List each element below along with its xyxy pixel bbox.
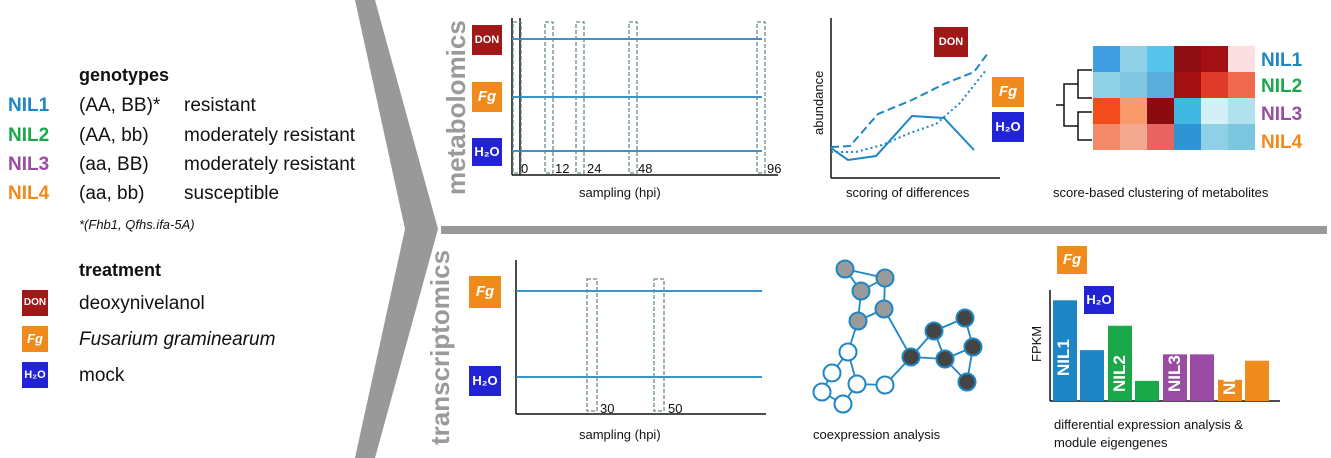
- bar-nil2-h2o: [1135, 380, 1159, 401]
- heatmap-cell: [1228, 124, 1255, 150]
- treatment-h2o-label: mock: [79, 365, 125, 386]
- heatmap: [1093, 46, 1255, 150]
- heatmap-row-nil3: NIL3: [1261, 104, 1303, 125]
- heatmap-cell: [1147, 72, 1174, 98]
- bar-label-nil2: NIL2: [1110, 355, 1129, 392]
- heatmap-cell: [1228, 72, 1255, 98]
- scoring-don-badge: DON: [934, 27, 968, 57]
- genotypes-title: genotypes: [79, 65, 170, 85]
- heatmap-row-nil4: NIL4: [1261, 132, 1303, 153]
- nil4-alleles: (aa, bb): [79, 183, 145, 204]
- heatmap-cell: [1120, 46, 1147, 72]
- metab-don-badge: DON: [472, 25, 502, 55]
- treatment-don-label: deoxynivelanol: [79, 293, 205, 314]
- don-badge: DON: [22, 290, 48, 316]
- heatmap-cell: [1120, 72, 1147, 98]
- heatmap-cell: [1147, 124, 1174, 150]
- trans-fg-badge: Fg: [469, 276, 501, 308]
- nil4-label: NIL4: [8, 183, 50, 204]
- bar-nil1-h2o: [1080, 350, 1104, 401]
- bar-ylabel: FPKM: [1029, 325, 1044, 362]
- heatmap-cell: [1228, 46, 1255, 72]
- heatmap-cell: [1201, 124, 1228, 150]
- scoring-h2o-badge: H₂O: [992, 112, 1024, 142]
- nil3-label: NIL3: [8, 154, 50, 175]
- h2o-badge: H₂O: [22, 362, 48, 388]
- bar-nil3-h2o: [1190, 354, 1214, 401]
- nil1-label: NIL1: [8, 95, 50, 116]
- bar-h2o-badge: H₂O: [1084, 286, 1114, 314]
- scoring-ylabel: abundance: [811, 70, 826, 135]
- bar-nil4-fg: [1218, 379, 1242, 401]
- heatmap-cell: [1174, 72, 1201, 98]
- section-separator: [441, 226, 1327, 234]
- metab-h2o-badge: H₂O: [472, 138, 502, 166]
- heatmap-row-nil2: NIL2: [1261, 76, 1303, 97]
- nil2-phenotype: moderately resistant: [184, 125, 356, 146]
- metab-fg-badge: Fg: [472, 82, 502, 112]
- heatmap-cell: [1093, 72, 1120, 98]
- heatmap-cell: [1174, 46, 1201, 72]
- heatmap-cell: [1147, 46, 1174, 72]
- fg-badge: Fg: [22, 326, 48, 352]
- trans-xlabel: sampling (hpi): [579, 427, 661, 442]
- dendrogram: [1056, 69, 1092, 141]
- nil2-label: NIL2: [8, 125, 50, 146]
- heatmap-cell: [1093, 98, 1120, 124]
- scoring-caption: scoring of differences: [846, 185, 970, 200]
- trans-tick-50: 50: [668, 401, 683, 416]
- nil4-phenotype: susceptible: [184, 183, 280, 204]
- bar-nil3-fg: [1163, 354, 1187, 401]
- heatmap-cell: [1228, 98, 1255, 124]
- coexpression-network: [812, 259, 983, 414]
- bar-caption-line1: differential expression analysis &: [1054, 417, 1244, 432]
- treatment-fg-label: Fusarium graminearum: [79, 329, 276, 350]
- scoring-fg-badge: Fg: [992, 77, 1024, 107]
- heatmap-cell: [1147, 98, 1174, 124]
- bar-nil4-h2o: [1245, 360, 1269, 401]
- heatmap-cell: [1201, 46, 1228, 72]
- heatmap-cell: [1093, 124, 1120, 150]
- heatmap-cell: [1174, 98, 1201, 124]
- nil2-alleles: (AA, bb): [79, 125, 149, 146]
- bar-label-nil3: NIL3: [1165, 355, 1184, 392]
- heatmap-cell: [1120, 98, 1147, 124]
- metab-tick-0: 0: [521, 161, 529, 176]
- heatmap-cell: [1201, 72, 1228, 98]
- fpkm-bar-chart: [1049, 290, 1280, 402]
- scoring-plot: [830, 18, 1000, 179]
- bar-label-nil1: NIL1: [1054, 339, 1073, 376]
- transcriptomics-side-label: transcriptomics: [425, 249, 455, 445]
- nil3-phenotype: moderately resistant: [184, 154, 356, 175]
- bar-nil1-fg: [1053, 300, 1077, 401]
- heatmap-cell: [1120, 124, 1147, 150]
- transcriptomics-timeline: [515, 260, 766, 415]
- genotype-footnote: *(Fhb1, Qfhs.ifa-5A): [79, 217, 195, 232]
- nil3-alleles: (aa, BB): [79, 154, 149, 175]
- heatmap-cell: [1093, 46, 1120, 72]
- metabolomics-side-label: metabolomics: [441, 20, 471, 195]
- bar-caption-line2: module eigengenes: [1054, 435, 1168, 450]
- metab-tick-96: 96: [767, 161, 782, 176]
- nil1-phenotype: resistant: [184, 95, 256, 116]
- trans-tick-30: 30: [600, 401, 615, 416]
- metab-tick-48: 48: [638, 161, 653, 176]
- bar-nil2-fg: [1108, 325, 1132, 401]
- trans-h2o-badge: H₂O: [469, 366, 501, 396]
- metab-tick-24: 24: [587, 161, 602, 176]
- metab-tick-12: 12: [555, 161, 570, 176]
- clustering-caption: score-based clustering of metabolites: [1053, 185, 1269, 200]
- bar-label-nil4: NIL4: [1220, 358, 1239, 395]
- heatmap-cell: [1174, 124, 1201, 150]
- divider-chevron: [355, 0, 438, 458]
- heatmap-cell: [1201, 98, 1228, 124]
- metab-xlabel: sampling (hpi): [579, 185, 661, 200]
- metabolomics-timeline: [511, 18, 778, 176]
- heatmap-row-nil1: NIL1: [1261, 50, 1303, 71]
- treatment-title: treatment: [79, 260, 162, 280]
- network-caption: coexpression analysis: [813, 427, 941, 442]
- nil1-alleles: (AA, BB)*: [79, 95, 161, 116]
- bar-fg-badge: Fg: [1057, 246, 1087, 274]
